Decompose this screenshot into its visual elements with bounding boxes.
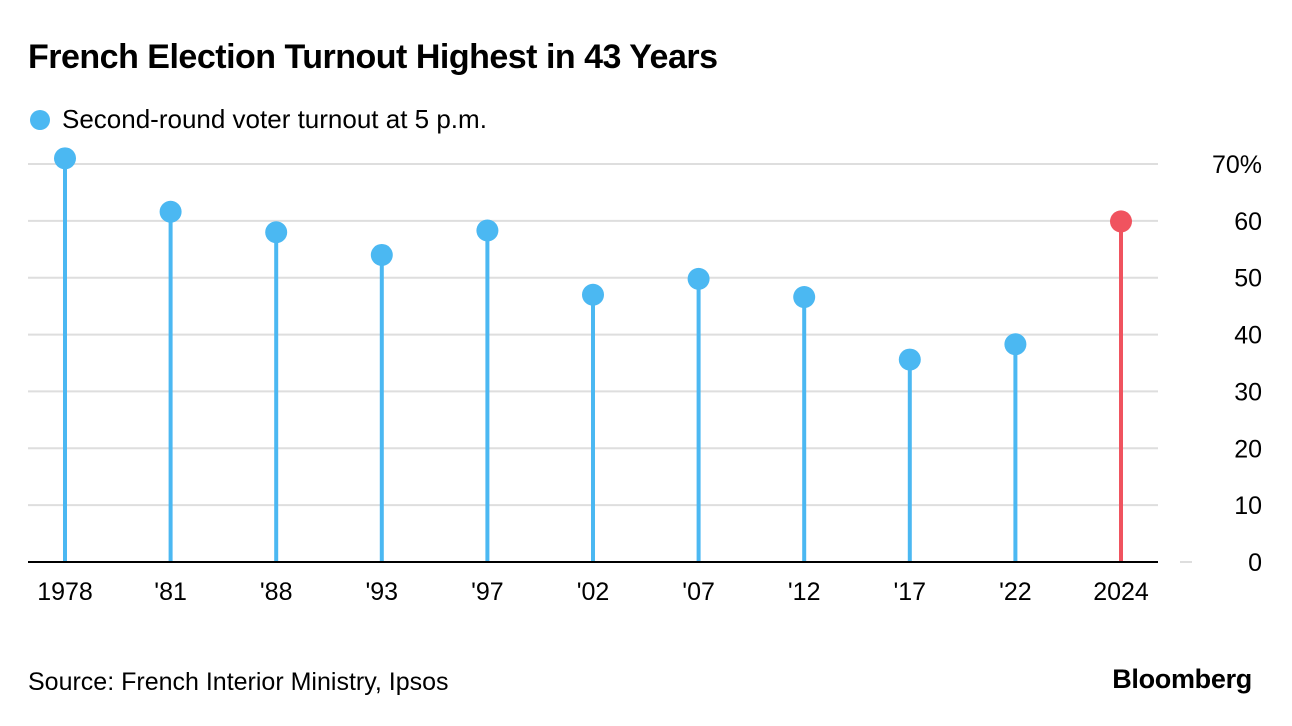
chart-title: French Election Turnout Highest in 43 Ye… (28, 38, 718, 76)
lollipop-point (54, 147, 76, 170)
lollipop-point (265, 221, 288, 244)
x-tick-label: '88 (260, 578, 293, 606)
lollipop-point (476, 219, 499, 242)
y-tick-label: 40 (1234, 322, 1262, 350)
x-tick-label: '97 (471, 578, 504, 606)
y-tick-label: 50 (1234, 265, 1262, 293)
x-tick-label: '22 (999, 578, 1032, 606)
y-tick-label: 30 (1234, 378, 1262, 406)
lollipop-point (793, 286, 816, 309)
lollipop-point (1110, 210, 1132, 233)
x-tick-label: '93 (366, 578, 399, 606)
x-tick-label: '17 (894, 578, 927, 606)
lollipop-point (582, 283, 604, 306)
lollipop-point (1004, 333, 1027, 356)
y-tick-label: 70% (1212, 151, 1262, 179)
x-tick-label: 2024 (1093, 578, 1149, 606)
legend-label: Second-round voter turnout at 5 p.m. (62, 104, 487, 134)
lollipop-point (687, 267, 710, 290)
y-tick-label: 0 (1248, 549, 1262, 577)
lollipop-point (159, 200, 182, 223)
y-tick-label: 60 (1234, 208, 1262, 236)
source-note: Source: French Interior Ministry, Ipsos (28, 668, 449, 696)
bloomberg-logo: Bloomberg (1112, 664, 1252, 694)
legend-marker (30, 109, 50, 130)
y-tick-label: 20 (1234, 435, 1262, 463)
y-tick-label: 10 (1234, 492, 1262, 520)
legend: Second-round voter turnout at 5 p.m. (30, 104, 487, 135)
x-tick-label: '81 (154, 578, 187, 606)
x-tick-label: '12 (788, 578, 821, 606)
x-tick-label: '07 (682, 578, 715, 606)
lollipop-point (370, 243, 393, 266)
lollipop-point (898, 348, 921, 371)
x-tick-label: '02 (577, 578, 610, 606)
x-tick-label: 1978 (37, 578, 93, 606)
